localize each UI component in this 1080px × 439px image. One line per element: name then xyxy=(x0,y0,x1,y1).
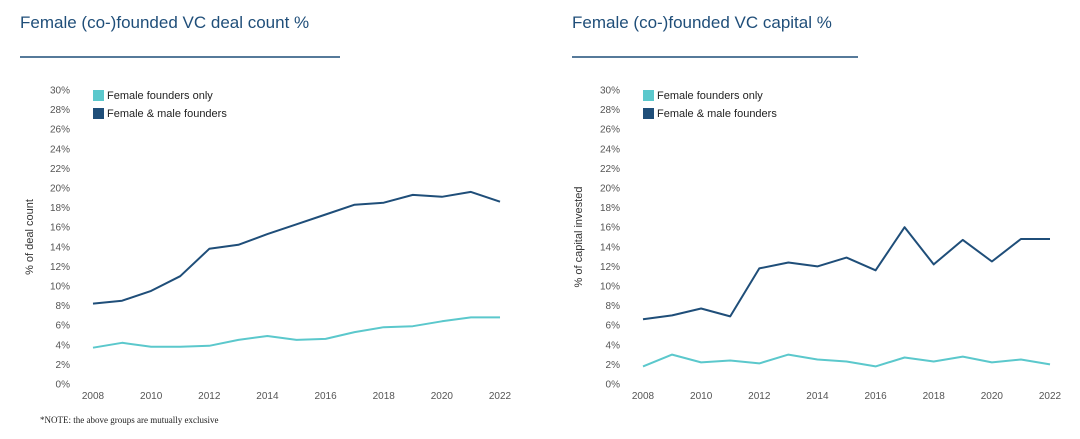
legend-label: Female founders only xyxy=(107,90,213,102)
y-tick-label: 20% xyxy=(50,184,70,195)
x-tick-label: 2020 xyxy=(431,391,454,402)
legend-swatch xyxy=(93,90,104,101)
x-tick-label: 2012 xyxy=(198,391,221,402)
y-tick-label: 10% xyxy=(50,282,70,293)
y-axis-title: % of deal count xyxy=(24,199,36,275)
y-tick-label: 18% xyxy=(50,203,70,214)
y-tick-label: 16% xyxy=(50,223,70,234)
x-tick-label: 2018 xyxy=(373,391,396,402)
series-line-female-only xyxy=(93,317,500,347)
footnote: *NOTE: the above groups are mutually exc… xyxy=(40,415,218,425)
y-tick-label: 24% xyxy=(600,144,620,155)
x-tick-label: 2014 xyxy=(256,391,279,402)
y-tick-label: 6% xyxy=(56,321,71,332)
legend-swatch xyxy=(93,108,104,119)
y-tick-label: 28% xyxy=(50,105,70,116)
x-tick-label: 2012 xyxy=(748,391,771,402)
x-tick-label: 2018 xyxy=(923,391,946,402)
series-line-female-only xyxy=(643,355,1050,367)
y-tick-label: 0% xyxy=(56,380,71,391)
legend-label: Female & male founders xyxy=(657,108,777,120)
x-tick-label: 2016 xyxy=(314,391,337,402)
legend-swatch xyxy=(643,90,654,101)
x-tick-label: 2014 xyxy=(806,391,829,402)
y-tick-label: 12% xyxy=(600,262,620,273)
legend-swatch xyxy=(643,108,654,119)
y-tick-label: 4% xyxy=(56,340,71,351)
y-axis-title: % of capital invested xyxy=(573,187,585,288)
legend-label: Female founders only xyxy=(657,90,763,102)
y-tick-label: 22% xyxy=(50,164,70,175)
y-tick-label: 18% xyxy=(600,203,620,214)
x-tick-label: 2022 xyxy=(1039,391,1062,402)
y-tick-label: 28% xyxy=(600,105,620,116)
x-tick-label: 2008 xyxy=(82,391,105,402)
chart-deal-count: Female (co-)founded VC deal count % 0% 2% 4… xyxy=(20,13,512,402)
chart-title: Female (co-)founded VC deal count % xyxy=(20,13,309,32)
x-tick-label: 2010 xyxy=(690,391,713,402)
y-tick-label: 8% xyxy=(606,301,621,312)
series-line-female-male xyxy=(93,192,500,304)
y-tick-label: 22% xyxy=(600,164,620,175)
y-tick-label: 26% xyxy=(600,125,620,136)
x-tick-label: 2010 xyxy=(140,391,163,402)
chart-title: Female (co-)founded VC capital % xyxy=(572,13,832,32)
y-tick-label: 2% xyxy=(56,360,71,371)
y-tick-label: 26% xyxy=(50,125,70,136)
y-tick-label: 2% xyxy=(606,360,621,371)
x-tick-label: 2022 xyxy=(489,391,512,402)
chart-capital: Female (co-)founded VC capital % 0% 2% 4% 6%… xyxy=(572,13,1062,402)
y-tick-label: 30% xyxy=(50,86,70,97)
y-tick-label: 12% xyxy=(50,262,70,273)
x-tick-label: 2008 xyxy=(632,391,655,402)
y-tick-label: 14% xyxy=(600,242,620,253)
legend-label: Female & male founders xyxy=(107,108,227,120)
y-tick-label: 6% xyxy=(606,321,621,332)
y-tick-label: 4% xyxy=(606,340,621,351)
x-tick-label: 2016 xyxy=(864,391,887,402)
y-tick-label: 14% xyxy=(50,242,70,253)
y-tick-label: 0% xyxy=(606,380,621,391)
x-tick-label: 2020 xyxy=(981,391,1004,402)
series-line-female-male xyxy=(643,227,1050,319)
y-tick-label: 16% xyxy=(600,223,620,234)
y-tick-label: 24% xyxy=(50,144,70,155)
y-tick-label: 8% xyxy=(56,301,71,312)
y-tick-label: 30% xyxy=(600,86,620,97)
y-tick-label: 20% xyxy=(600,184,620,195)
y-tick-label: 10% xyxy=(600,282,620,293)
